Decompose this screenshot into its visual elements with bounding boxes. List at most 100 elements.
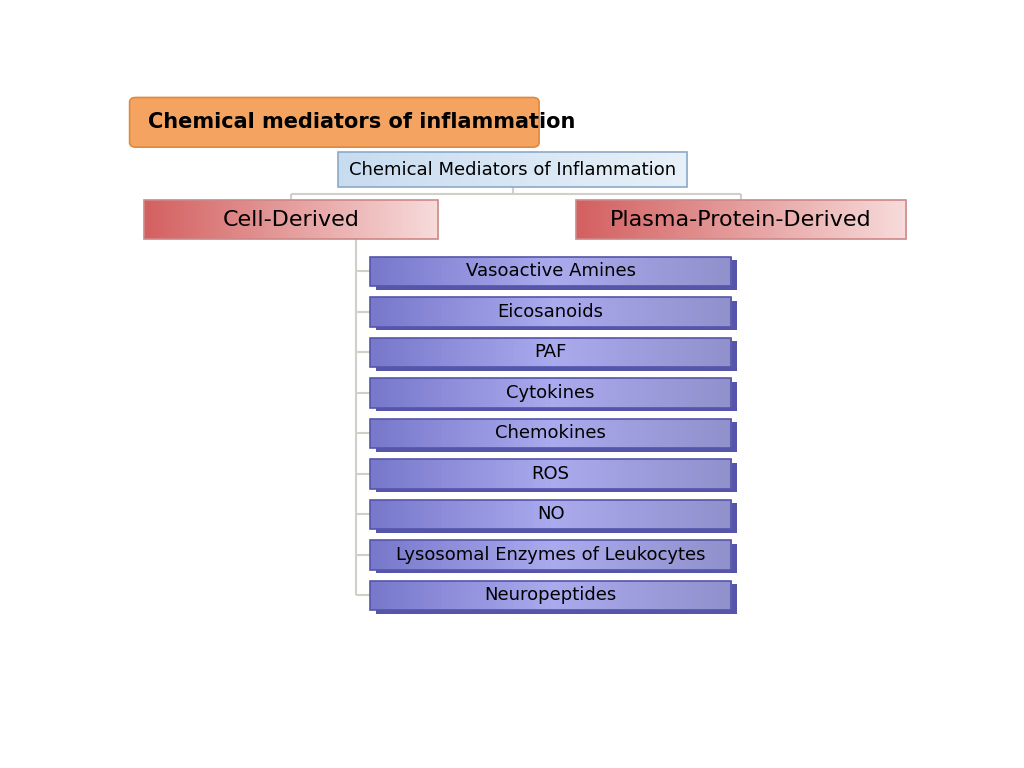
Bar: [668, 419, 673, 449]
Bar: [568, 338, 573, 367]
Bar: [412, 200, 416, 239]
Bar: [523, 338, 528, 367]
Bar: [506, 581, 510, 611]
Bar: [840, 200, 845, 239]
Bar: [636, 419, 641, 449]
Bar: [782, 200, 786, 239]
Bar: [551, 338, 555, 367]
Text: Chemokines: Chemokines: [496, 425, 606, 442]
Bar: [474, 540, 479, 570]
Bar: [429, 500, 433, 529]
Bar: [492, 257, 497, 286]
Bar: [654, 459, 659, 488]
Bar: [613, 540, 618, 570]
Bar: [673, 297, 677, 326]
Bar: [645, 540, 650, 570]
Bar: [690, 459, 695, 488]
Bar: [438, 153, 443, 187]
Bar: [532, 581, 538, 611]
Bar: [636, 540, 641, 570]
Bar: [587, 459, 592, 488]
Bar: [430, 200, 434, 239]
Bar: [546, 257, 551, 286]
Bar: [641, 338, 646, 367]
Bar: [456, 153, 461, 187]
Bar: [487, 378, 493, 408]
Bar: [864, 200, 869, 239]
Bar: [370, 257, 731, 286]
Bar: [578, 540, 583, 570]
Bar: [519, 540, 524, 570]
Bar: [557, 153, 561, 187]
Bar: [623, 500, 628, 529]
Bar: [384, 378, 388, 408]
Bar: [577, 200, 906, 239]
Bar: [632, 540, 637, 570]
Bar: [722, 459, 727, 488]
Bar: [532, 419, 538, 449]
Bar: [679, 153, 684, 187]
Bar: [560, 581, 564, 611]
Bar: [501, 581, 506, 611]
Bar: [548, 153, 553, 187]
Bar: [421, 153, 426, 187]
Bar: [351, 153, 356, 187]
Bar: [673, 500, 677, 529]
Bar: [682, 581, 686, 611]
Bar: [686, 419, 691, 449]
Bar: [552, 153, 557, 187]
Bar: [294, 200, 298, 239]
Bar: [456, 500, 461, 529]
Bar: [636, 338, 641, 367]
Bar: [579, 153, 583, 187]
Bar: [203, 200, 207, 239]
Bar: [600, 540, 605, 570]
Bar: [542, 338, 547, 367]
Bar: [618, 419, 624, 449]
Bar: [465, 540, 470, 570]
Bar: [573, 378, 579, 408]
Bar: [519, 459, 524, 488]
Bar: [650, 500, 654, 529]
Bar: [626, 200, 631, 239]
Bar: [492, 581, 497, 611]
Bar: [375, 500, 380, 529]
Bar: [542, 419, 547, 449]
Bar: [583, 297, 587, 326]
Bar: [585, 200, 589, 239]
Bar: [568, 459, 573, 488]
Bar: [409, 200, 413, 239]
Bar: [370, 581, 375, 611]
Text: Neuropeptides: Neuropeptides: [484, 587, 616, 604]
Bar: [452, 419, 457, 449]
Bar: [718, 540, 723, 570]
Bar: [147, 200, 152, 239]
Bar: [542, 257, 547, 286]
Bar: [528, 459, 532, 488]
Bar: [506, 297, 510, 326]
Bar: [456, 540, 461, 570]
Bar: [509, 153, 513, 187]
Bar: [754, 200, 758, 239]
Bar: [465, 297, 470, 326]
Bar: [686, 257, 691, 286]
Bar: [523, 257, 528, 286]
Bar: [442, 459, 447, 488]
Bar: [519, 338, 524, 367]
Bar: [623, 257, 628, 286]
Bar: [613, 500, 618, 529]
Bar: [636, 500, 641, 529]
Bar: [686, 378, 691, 408]
Bar: [546, 459, 551, 488]
Bar: [388, 257, 393, 286]
Bar: [564, 257, 569, 286]
Bar: [709, 297, 714, 326]
Bar: [641, 540, 646, 570]
Bar: [419, 200, 423, 239]
Bar: [384, 419, 388, 449]
Bar: [407, 419, 411, 449]
Bar: [569, 153, 574, 187]
Bar: [609, 540, 614, 570]
Bar: [546, 581, 551, 611]
Bar: [618, 459, 624, 488]
